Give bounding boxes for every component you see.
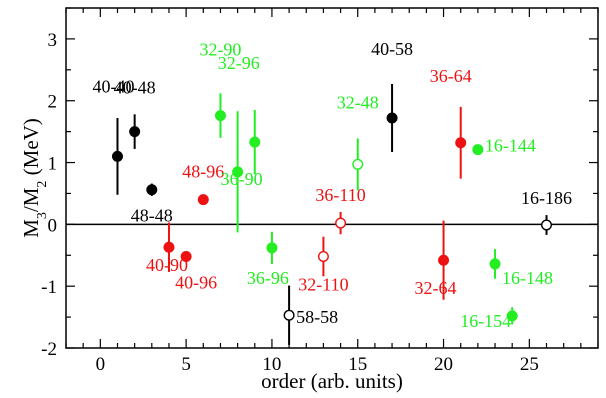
x-tick-label: 5 (181, 354, 191, 375)
data-point: 40-96 (175, 251, 217, 293)
data-point: 36-96 (247, 231, 289, 288)
marker-filled (249, 136, 261, 148)
marker-filled (386, 112, 398, 124)
data-point: 16-186 (521, 188, 572, 235)
y-axis-label-sub2: 2 (35, 181, 50, 188)
data-point: 40-48 (114, 78, 156, 149)
point-label: 36-64 (430, 66, 472, 86)
marker-filled (129, 126, 141, 138)
point-label: 36-110 (315, 185, 365, 205)
point-label: 16-186 (521, 188, 572, 208)
marker-filled (438, 254, 450, 266)
x-tick-label: 20 (434, 354, 453, 375)
point-label: 32-64 (415, 278, 457, 298)
marker-filled (163, 241, 175, 253)
point-label: 40-40 (92, 76, 134, 96)
marker-filled (489, 258, 501, 270)
marker-filled (472, 144, 484, 156)
y-axis-ticks: -2 -1 0 1 2 3 (41, 7, 598, 360)
marker-filled (232, 166, 244, 178)
marker-open (283, 309, 295, 321)
plot-frame (65, 7, 599, 349)
data-point: 40-58 (371, 39, 413, 153)
point-label: 16-154 (460, 311, 511, 331)
data-point: 40-40 (92, 76, 134, 195)
point-label: 48-48 (131, 206, 173, 226)
marker-open (335, 217, 347, 229)
marker-filled (214, 110, 226, 122)
marker-open (352, 158, 364, 170)
marker-filled (455, 137, 467, 149)
point-label: 48-96 (182, 162, 224, 182)
y-tick-label: -2 (41, 339, 57, 360)
point-label: 40-48 (114, 78, 156, 98)
y-axis-label-sub1: 3 (35, 212, 50, 219)
x-tick-label: 0 (96, 354, 106, 375)
point-label: 32-90 (199, 40, 241, 60)
y-tick-label: 2 (48, 92, 58, 113)
data-point: 48-96 (182, 162, 224, 206)
data-point: 16-144 (472, 136, 536, 156)
point-label: 40-96 (175, 273, 217, 293)
point-label: 36-96 (247, 268, 289, 288)
marker-filled (197, 194, 209, 206)
x-axis-label: order (arb. units) (261, 369, 403, 393)
marker-filled (266, 242, 278, 254)
y-tick-label: -1 (41, 277, 57, 298)
x-axis-ticks: 0 5 10 15 20 25 (65, 8, 599, 375)
data-point: 32-64 (415, 220, 457, 300)
point-label: 40-58 (371, 39, 413, 59)
data-point: 32-110 (298, 236, 349, 295)
data-point: 16-148 (489, 249, 553, 288)
data-point: 16-154 (460, 307, 518, 331)
data-point: 48-48 (131, 183, 173, 226)
point-label: 32-96 (218, 53, 260, 73)
marker-filled (146, 184, 158, 196)
point-label: 16-148 (502, 268, 553, 288)
x-tick-label: 10 (262, 354, 281, 375)
data-point: 32-48 (337, 92, 379, 191)
data-point: 58-58 (283, 285, 338, 345)
y-tick-label: 0 (48, 215, 58, 236)
marker-open (317, 251, 329, 263)
point-label: 32-110 (298, 275, 348, 295)
point-label: 36-90 (221, 169, 263, 189)
point-label: 40-90 (146, 255, 188, 275)
point-label: 58-58 (296, 307, 338, 327)
x-tick-label: 15 (348, 354, 367, 375)
data-point (232, 111, 244, 233)
data-point: 40-90 (146, 222, 188, 275)
data-point: 36-64 (430, 66, 472, 179)
y-tick-label: 1 (48, 154, 58, 175)
marker-filled (111, 150, 123, 162)
x-tick-label: 25 (520, 354, 539, 375)
marker-filled (180, 251, 192, 263)
y-tick-label: 3 (48, 30, 58, 51)
data-point: 36-110 (315, 185, 366, 235)
marker-filled (506, 310, 518, 322)
marker-open (541, 219, 553, 231)
data-point: 32-96 (218, 53, 261, 175)
data-point: 32-90 (199, 40, 241, 138)
data-point: 36-90 (221, 169, 263, 189)
y-axis-label: M3/M2 (MeV) (19, 118, 50, 238)
point-label: 16-144 (485, 136, 536, 156)
point-label: 32-48 (337, 92, 379, 112)
